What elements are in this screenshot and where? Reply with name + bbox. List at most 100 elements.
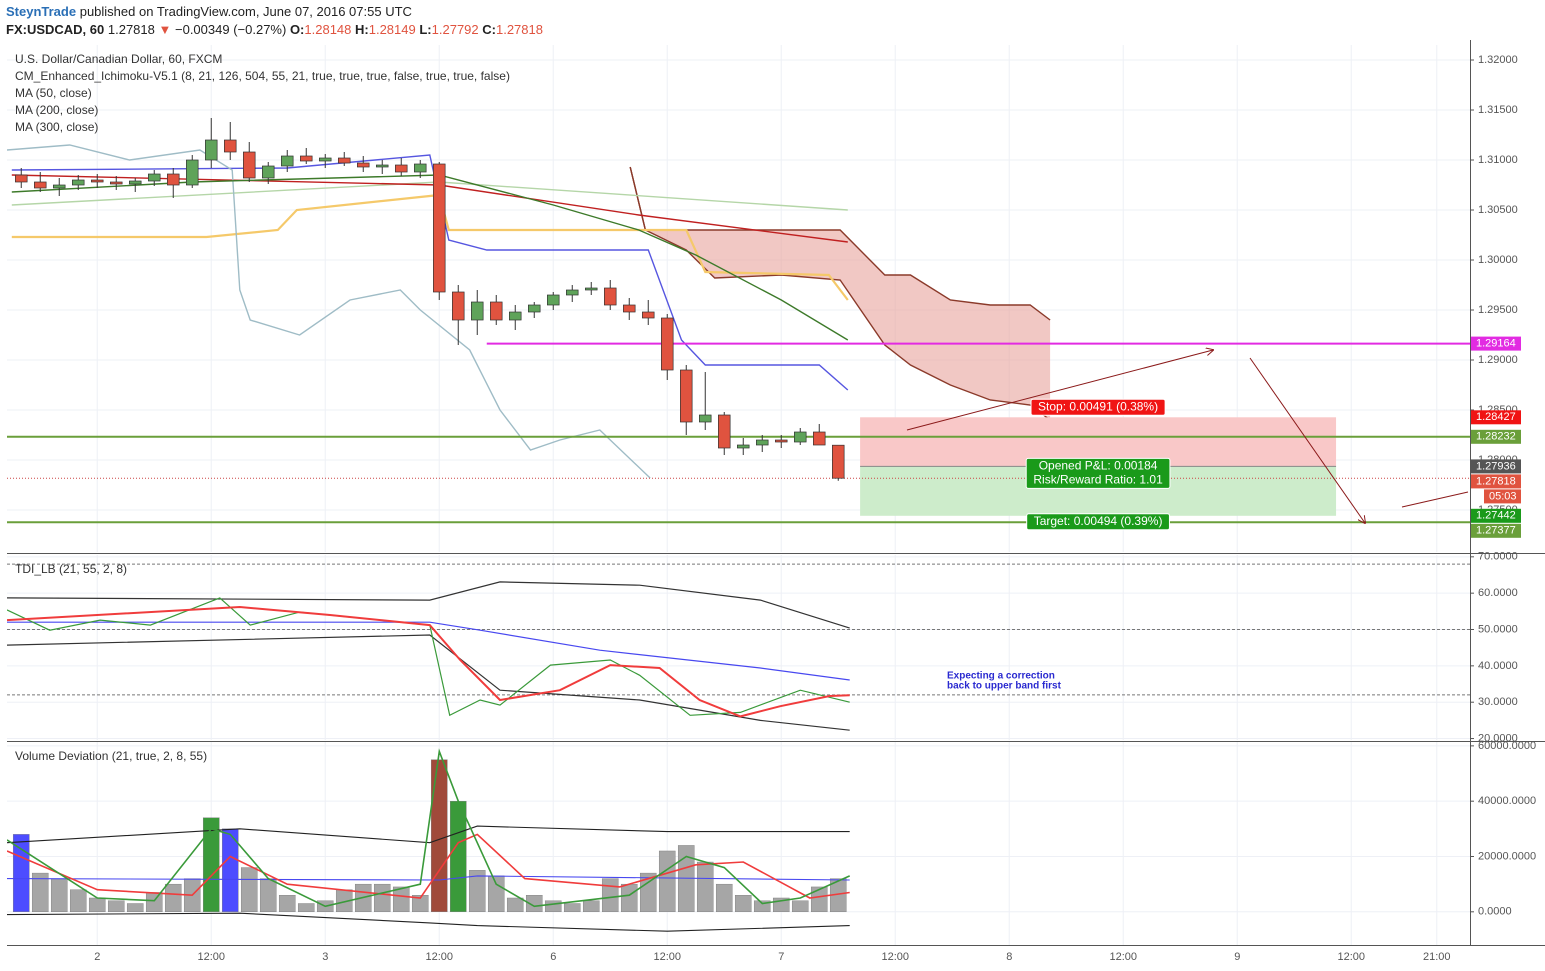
y-tick-label: 0.0000 <box>1478 906 1512 918</box>
volume-bar <box>107 900 125 913</box>
panel-title: Volume Deviation (21, true, 2, 8, 55) <box>15 749 207 763</box>
volume-bar <box>69 889 87 913</box>
candle-body <box>224 139 237 153</box>
candle-body <box>72 179 85 186</box>
ohlc-value: 1.28149 <box>368 22 416 37</box>
x-tick-label: 8 <box>1006 951 1012 963</box>
candle-body <box>471 301 484 321</box>
y-tick-label: 1.31000 <box>1478 154 1518 166</box>
price-label-box <box>1471 523 1521 538</box>
price-label-box <box>1471 429 1521 444</box>
candle-body <box>661 317 674 371</box>
x-tick-label: 12:00 <box>197 951 225 963</box>
countdown: 05:03 <box>1489 490 1517 502</box>
grid-layer <box>7 45 1470 945</box>
volume-bar <box>278 895 296 913</box>
volume-bar <box>563 903 581 913</box>
quote-line: FX:USDCAD, 60 1.27818 ▼ −0.00349 (−0.27%… <box>6 21 543 39</box>
author[interactable]: SteynTrade <box>6 4 77 19</box>
candle-body <box>357 162 370 168</box>
volume-bar <box>639 872 657 913</box>
y-tick-label: 20000.0000 <box>1478 850 1536 862</box>
series-line <box>7 825 850 844</box>
volume-bar <box>297 903 315 913</box>
volume-bar <box>50 878 68 913</box>
arrow-line <box>1249 357 1365 523</box>
y-tick-label: 1.29000 <box>1478 354 1518 366</box>
x-tick-label: 12:00 <box>1337 951 1365 963</box>
price-label: 1.27377 <box>1476 525 1516 537</box>
candle-body <box>186 159 199 186</box>
volume-bar <box>373 883 391 913</box>
candle-body <box>433 163 446 293</box>
volume-bar <box>810 886 828 913</box>
y-tick-label: 60.0000 <box>1478 587 1518 599</box>
volume-bar <box>468 870 486 913</box>
candle-body <box>509 311 522 321</box>
candle-body <box>414 163 427 173</box>
last-price: 1.27818 <box>107 22 155 37</box>
candle-body <box>680 369 693 423</box>
legend-entry: MA (300, close) <box>15 120 98 134</box>
change: −0.00349 (−0.27%) <box>175 22 287 37</box>
volume-bar <box>88 897 106 913</box>
price-label: 1.27936 <box>1476 460 1516 472</box>
cloud <box>630 167 1051 420</box>
frame <box>7 40 1545 946</box>
candle-body <box>699 414 712 423</box>
header: SteynTrade published on TradingView.com,… <box>6 3 543 39</box>
volume-bar <box>734 895 752 913</box>
series-line <box>7 597 850 717</box>
label-box <box>1026 513 1170 531</box>
x-tick-label: 9 <box>1234 951 1240 963</box>
countdown-box <box>1484 489 1521 504</box>
volume-bar <box>791 900 809 913</box>
series-line <box>7 605 850 718</box>
volume-bar <box>164 883 182 913</box>
panel-title: TDI_LB (21, 55, 2, 8) <box>15 562 127 576</box>
panel-title: U.S. Dollar/Canadian Dollar, 60, FXCM <box>15 52 222 66</box>
candle-body <box>642 311 655 319</box>
volume-bar <box>658 850 676 913</box>
volume-bar <box>411 895 429 913</box>
volume-bar <box>487 875 505 913</box>
ohlc-label: H: <box>355 22 369 37</box>
volume-bar <box>715 883 733 913</box>
volume-bar <box>525 895 543 913</box>
series-line <box>7 875 850 881</box>
candle-body <box>167 173 180 186</box>
series-line <box>7 833 850 899</box>
panel <box>7 118 1470 524</box>
arrow: ▼ <box>158 22 172 37</box>
candle-body <box>205 139 218 161</box>
volume-bar <box>31 872 49 913</box>
series-line <box>11 174 848 243</box>
arrow-line <box>906 350 1213 431</box>
legend-entry: MA (200, close) <box>15 103 98 117</box>
volume-bar <box>12 834 30 913</box>
x-tick-label: 3 <box>322 951 328 963</box>
candle-body <box>604 287 617 306</box>
label-text: Risk/Reward Ratio: 1.01 <box>1033 473 1163 487</box>
panel <box>7 748 851 932</box>
candle-body <box>262 165 275 179</box>
candle-body <box>129 180 142 185</box>
series-line <box>7 621 850 681</box>
candle-body <box>376 164 389 168</box>
volume-bar <box>126 903 144 913</box>
series-line <box>7 748 851 908</box>
ohlc-label: C: <box>482 22 496 37</box>
y-tick-label: 50.0000 <box>1478 623 1518 635</box>
series-line <box>7 144 651 479</box>
candle-body <box>566 289 579 296</box>
candle-body <box>737 444 750 449</box>
candle-body <box>338 157 351 164</box>
published: published on TradingView.com, June 07, 2… <box>79 4 412 19</box>
price-label: 1.27818 <box>1476 475 1516 487</box>
volume-bar <box>620 883 638 913</box>
volume-bar <box>259 878 277 913</box>
candle-body <box>110 181 123 185</box>
price-label: 1.29164 <box>1476 338 1516 350</box>
y-tick-label: 1.30500 <box>1478 204 1518 216</box>
volume-bar <box>449 800 467 913</box>
